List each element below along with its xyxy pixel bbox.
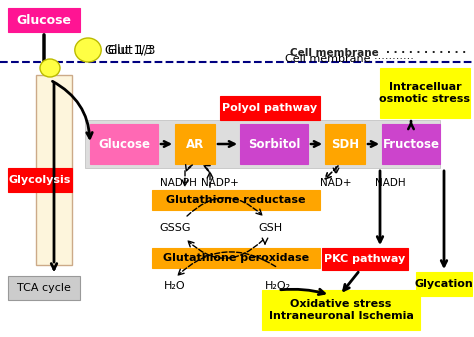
Text: Intracelluar
osmotic stress: Intracelluar osmotic stress [380, 82, 471, 104]
Text: TCA cycle: TCA cycle [17, 283, 71, 293]
Text: H₂O: H₂O [164, 281, 186, 291]
Text: Glucose: Glucose [17, 13, 72, 27]
Bar [90, 124, 158, 164]
Text: Cell membrane ···········: Cell membrane ··········· [285, 54, 414, 64]
Text: NADP+: NADP+ [201, 178, 239, 188]
Bar [262, 290, 420, 330]
Bar [85, 120, 440, 168]
Bar [220, 96, 320, 120]
Bar [322, 248, 408, 270]
Text: AR: AR [186, 137, 204, 151]
Text: H₂O₂: H₂O₂ [265, 281, 291, 291]
Text: Fructose: Fructose [383, 137, 439, 151]
Text: NADH: NADH [374, 178, 405, 188]
Text: Oxidative stress
Intraneuronal Ischemia: Oxidative stress Intraneuronal Ischemia [269, 299, 413, 321]
Text: Polyol pathway: Polyol pathway [222, 103, 318, 113]
Bar [8, 8, 80, 32]
Text: PKC pathway: PKC pathway [324, 254, 406, 264]
Text: Sorbitol: Sorbitol [248, 137, 300, 151]
Text: Glut 1/3: Glut 1/3 [108, 43, 155, 57]
Ellipse shape [40, 59, 60, 77]
Bar [152, 190, 320, 210]
Bar [8, 168, 72, 192]
Bar [8, 276, 80, 300]
Bar [380, 68, 470, 118]
Ellipse shape [75, 38, 101, 62]
Text: GSSG: GSSG [159, 223, 191, 233]
Text: Glutathione peroxidase: Glutathione peroxidase [163, 253, 309, 263]
Text: Cell membrane  · · · · · · · · · · ·: Cell membrane · · · · · · · · · · · [290, 48, 466, 58]
Text: Glycolysis: Glycolysis [9, 175, 71, 185]
Text: Glycation: Glycation [415, 279, 474, 289]
Text: NADPH: NADPH [160, 178, 196, 188]
Text: Glut 1/3: Glut 1/3 [105, 43, 152, 57]
Text: GSH: GSH [258, 223, 282, 233]
Bar [152, 248, 320, 268]
Text: Glucose: Glucose [98, 137, 150, 151]
Text: NAD+: NAD+ [320, 178, 352, 188]
Bar [416, 272, 472, 296]
Bar [382, 124, 440, 164]
Bar [240, 124, 308, 164]
Bar [175, 124, 215, 164]
Bar [36, 75, 72, 265]
Bar [325, 124, 365, 164]
Text: Glutathione reductase: Glutathione reductase [166, 195, 306, 205]
Text: SDH: SDH [331, 137, 359, 151]
